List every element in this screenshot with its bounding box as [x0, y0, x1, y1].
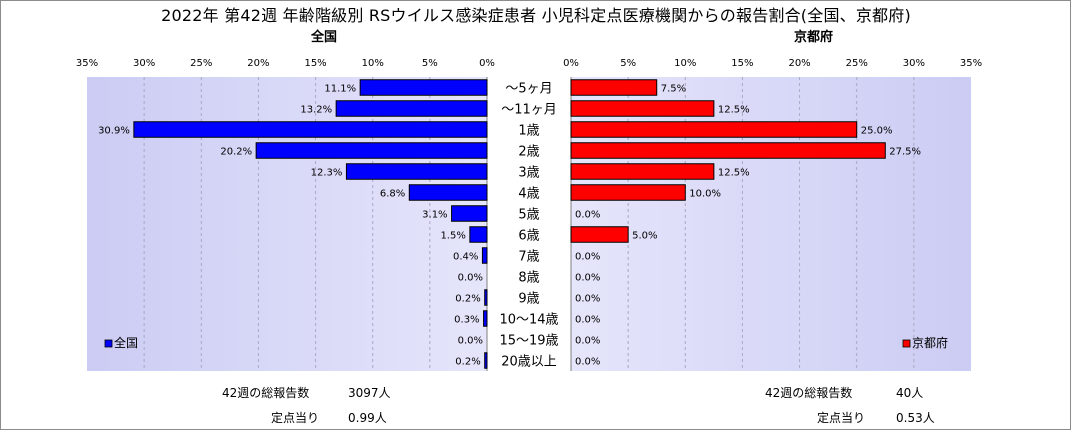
x-tick-label-national: 5%	[422, 58, 438, 69]
bar-national	[255, 142, 488, 159]
legend-label-national: 全国	[114, 335, 138, 350]
bar-national	[469, 226, 488, 243]
category-label: 3歳	[518, 166, 539, 181]
bar-kyoto	[570, 142, 886, 159]
kyoto-per-value: 0.53人	[896, 411, 935, 425]
x-tick-label-national: 35%	[76, 58, 98, 69]
kyoto-per-label: 定点当り	[817, 411, 866, 425]
bar-national	[133, 121, 488, 138]
data-label-national: 3.1%	[422, 210, 447, 221]
legend-swatch-kyoto	[902, 339, 911, 348]
data-label-kyoto: 0.0%	[575, 315, 600, 326]
x-tick-label-kyoto: 0%	[563, 58, 579, 69]
data-label-national: 0.4%	[453, 252, 478, 263]
x-tick-label-national: 30%	[133, 58, 155, 69]
category-label: 9歳	[518, 292, 539, 307]
data-label-kyoto: 0.0%	[575, 252, 600, 263]
bar-kyoto	[570, 121, 858, 138]
national-total-label: 42週の総報告数	[222, 386, 310, 400]
x-tick-label-kyoto: 15%	[731, 58, 753, 69]
data-label-kyoto: 12.5%	[718, 168, 750, 179]
data-label-kyoto: 5.0%	[632, 231, 657, 242]
chart-title: 2022年 第42週 年齢階級別 RSウイルス感染症患者 小児科定点医療機関から…	[161, 6, 911, 25]
legend-label-kyoto: 京都府	[912, 335, 948, 350]
data-label-kyoto: 0.0%	[575, 357, 600, 368]
bar-kyoto	[570, 184, 686, 201]
data-label-national: 0.2%	[455, 357, 480, 368]
bar-national	[481, 247, 488, 264]
x-tick-label-national: 0%	[479, 58, 495, 69]
data-label-national: 12.3%	[311, 168, 343, 179]
data-label-national: 0.2%	[455, 294, 480, 305]
data-label-kyoto: 12.5%	[718, 105, 750, 116]
kyoto-total-value: 40人	[896, 386, 924, 400]
category-label: ～11ヶ月	[501, 103, 557, 118]
data-label-kyoto: 10.0%	[689, 189, 721, 200]
category-label: 5歳	[518, 208, 539, 223]
national-per-label: 定点当り	[271, 411, 320, 425]
data-label-national: 1.5%	[440, 231, 465, 242]
bar-national	[484, 352, 488, 369]
category-label: 10～14歳	[499, 313, 558, 328]
bar-national	[451, 205, 488, 222]
x-tick-label-national: 20%	[247, 58, 269, 69]
data-label-national: 0.3%	[454, 315, 479, 326]
plot-area-national	[87, 77, 487, 371]
data-label-kyoto: 27.5%	[889, 147, 921, 158]
bar-national	[335, 100, 488, 117]
x-tick-label-kyoto: 25%	[846, 58, 868, 69]
bar-national	[359, 79, 488, 96]
category-label: 7歳	[518, 250, 539, 265]
data-label-kyoto: 0.0%	[575, 336, 600, 347]
data-label-national: 0.0%	[458, 273, 483, 284]
data-label-kyoto: 25.0%	[861, 126, 893, 137]
legend-swatch-national	[104, 339, 113, 348]
plot-area-kyoto	[571, 77, 971, 371]
national-total-value: 3097人	[348, 386, 391, 400]
bar-national	[483, 310, 488, 327]
data-label-national: 13.2%	[300, 105, 332, 116]
data-label-national: 0.0%	[458, 336, 483, 347]
bar-national	[408, 184, 488, 201]
x-tick-label-kyoto: 20%	[788, 58, 810, 69]
category-label: 2歳	[518, 145, 539, 160]
data-label-kyoto: 0.0%	[575, 273, 600, 284]
data-label-kyoto: 7.5%	[661, 84, 686, 95]
x-tick-label-national: 10%	[362, 58, 384, 69]
x-tick-label-national: 25%	[190, 58, 212, 69]
x-tick-label-kyoto: 30%	[903, 58, 925, 69]
bar-kyoto	[570, 100, 715, 117]
category-label: 8歳	[518, 271, 539, 286]
bar-kyoto	[570, 163, 715, 180]
category-label: 4歳	[518, 187, 539, 202]
national-subtitle: 全国	[311, 30, 338, 45]
kyoto-total-label: 42週の総報告数	[765, 386, 853, 400]
category-label: 1歳	[518, 124, 539, 139]
category-label: 20歳以上	[501, 355, 557, 370]
category-label: ～5ヶ月	[505, 82, 552, 97]
category-label: 15～19歳	[499, 334, 558, 349]
data-label-national: 20.2%	[220, 147, 252, 158]
category-label: 6歳	[518, 229, 539, 244]
data-label-national: 11.1%	[324, 84, 356, 95]
data-label-national: 30.9%	[98, 126, 130, 137]
x-tick-label-national: 15%	[304, 58, 326, 69]
x-tick-label-kyoto: 10%	[674, 58, 696, 69]
data-label-kyoto: 0.0%	[575, 210, 600, 221]
national-per-value: 0.99人	[348, 411, 387, 425]
bar-national	[484, 289, 488, 306]
x-tick-label-kyoto: 35%	[960, 58, 982, 69]
data-label-national: 6.8%	[380, 189, 405, 200]
kyoto-subtitle: 京都府	[794, 30, 834, 45]
x-tick-label-kyoto: 5%	[620, 58, 636, 69]
bar-kyoto	[570, 79, 658, 96]
bar-national	[345, 163, 488, 180]
bar-kyoto	[570, 226, 629, 243]
data-label-kyoto: 0.0%	[575, 294, 600, 305]
